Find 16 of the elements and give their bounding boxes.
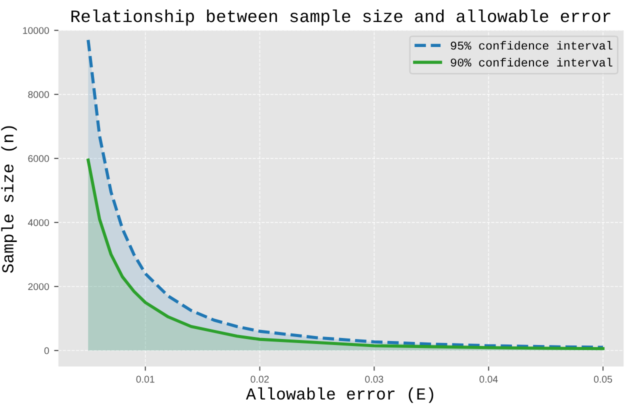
y-tick-label: 2000 [28, 283, 49, 290]
x-tick-label: 0.03 [365, 376, 384, 383]
x-tick-label: 0.02 [250, 376, 269, 383]
y-tick-label: 4000 [28, 219, 49, 226]
x-axis-title: Allowable error (E) [246, 387, 434, 403]
y-tick-label: 0 [44, 347, 49, 354]
y-axis-title: Sample size (n) [1, 126, 17, 273]
legend-label: 90% confidence interval [450, 58, 612, 67]
x-tick-label: 0.01 [136, 376, 154, 383]
y-tick-label: 10000 [23, 27, 49, 34]
x-tick-label: 0.04 [480, 376, 498, 383]
y-tick-label: 8000 [28, 91, 49, 98]
y-tick-label: 6000 [28, 155, 49, 162]
chart-title: Relationship between sample size and allowable error [71, 9, 610, 26]
legend-label: 95% confidence interval [450, 41, 612, 50]
x-tick-label: 0.05 [594, 376, 612, 383]
